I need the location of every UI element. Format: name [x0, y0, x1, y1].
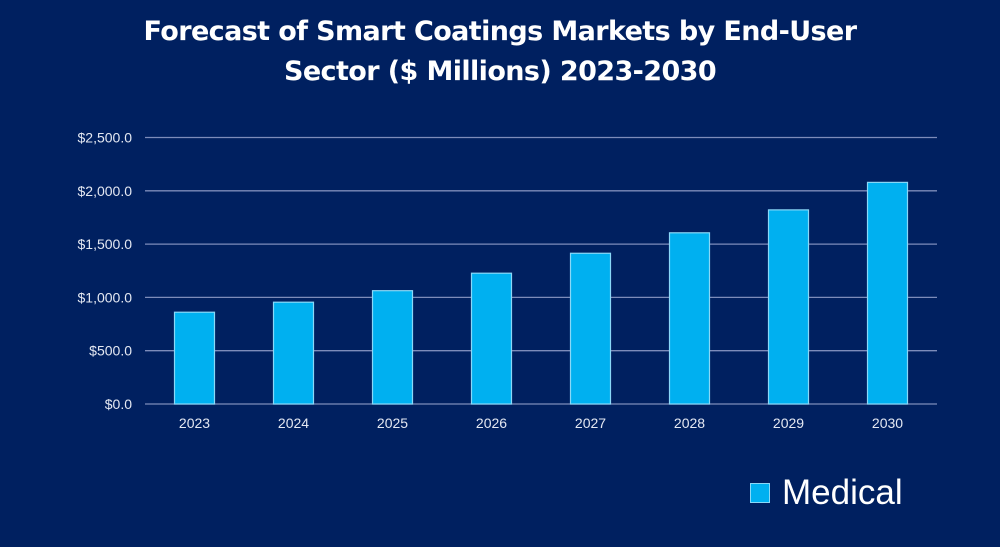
gridlines	[145, 136, 937, 405]
chart-title-line-1: Forecast of Smart Coatings Markets by En…	[143, 16, 857, 47]
bar-2027	[569, 252, 612, 405]
x-tick-label: 2023	[179, 415, 210, 431]
legend: Medical	[750, 472, 903, 514]
bar-2028	[668, 232, 711, 405]
y-tick-label: $1,000.0	[78, 289, 133, 305]
x-tick-label: 2024	[278, 415, 309, 431]
x-tick-label: 2029	[773, 415, 804, 431]
bar-2023	[173, 311, 216, 405]
chart-title-line-2: Sector ($ Millions) 2023-2030	[283, 56, 717, 87]
x-tick-label: 2025	[377, 415, 408, 431]
legend-swatch-medical	[750, 483, 770, 503]
bars	[173, 181, 909, 405]
chart-title: Forecast of Smart Coatings Markets by En…	[0, 12, 1000, 92]
legend-label-medical: Medical	[782, 473, 903, 512]
x-tick-label: 2030	[872, 415, 903, 431]
x-tick-label: 2026	[476, 415, 507, 431]
bar-2026	[470, 272, 513, 405]
y-tick-label: $2,500.0	[78, 130, 133, 146]
y-tick-label: $2,000.0	[78, 183, 133, 199]
bar-2030	[866, 181, 909, 405]
bar-2029	[767, 209, 810, 405]
bar-2024	[272, 301, 315, 405]
x-axis-tick-labels: 2023 2024 2025 2026 2027 2028 2029 2030	[179, 415, 903, 431]
x-tick-label: 2028	[674, 415, 705, 431]
y-axis-tick-labels: $0.0 $500.0 $1,000.0 $1,500.0 $2,000.0 $2,500…	[78, 130, 133, 413]
y-tick-label: $1,500.0	[78, 236, 133, 252]
y-tick-label: $500.0	[89, 343, 132, 359]
y-tick-label: $0.0	[105, 396, 132, 412]
bar-2025	[371, 290, 414, 405]
x-tick-label: 2027	[575, 415, 606, 431]
